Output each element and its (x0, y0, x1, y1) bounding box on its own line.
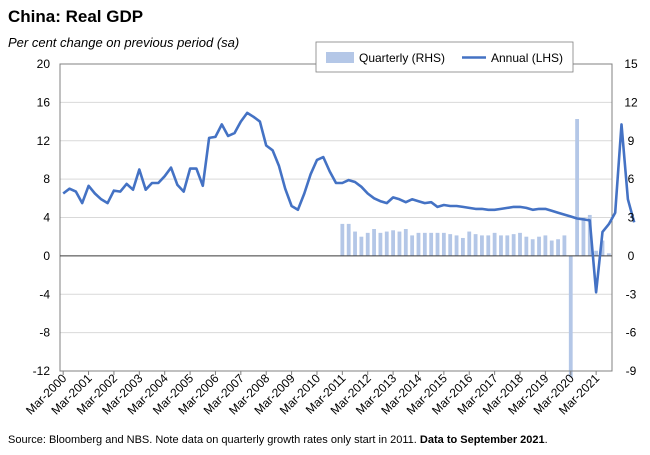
quarterly-bar (429, 232, 434, 256)
right-tick-label: -6 (626, 326, 637, 340)
legend-quarterly-label: Quarterly (RHS) (359, 51, 445, 65)
legend-quarterly-swatch (326, 52, 354, 63)
quarterly-bar (486, 235, 491, 256)
quarterly-bar (416, 232, 421, 256)
quarterly-bar (543, 235, 548, 256)
quarterly-bar (568, 255, 573, 378)
left-tick-label: 4 (43, 211, 50, 225)
quarterly-bar (403, 229, 408, 256)
left-tick-label: 12 (37, 134, 51, 148)
quarterly-bar (435, 232, 440, 256)
quarterly-bar (384, 231, 389, 256)
quarterly-bar (340, 223, 345, 256)
quarterly-bar (372, 229, 376, 256)
quarterly-bar (600, 240, 605, 256)
quarterly-bar (454, 235, 459, 256)
right-tick-label: 3 (628, 211, 635, 225)
quarterly-bar (575, 119, 580, 256)
quarterly-bar (518, 232, 522, 256)
right-tick-label: 15 (624, 57, 638, 71)
right-tick-label: 6 (628, 172, 635, 186)
chart-subtitle: Per cent change on previous period (sa) (8, 35, 240, 50)
quarterly-bar (378, 232, 383, 256)
left-tick-label: -12 (33, 364, 51, 378)
legend-annual-label: Annual (LHS) (491, 51, 563, 65)
annual-line (62, 111, 636, 294)
chart-footer: Source: Bloomberg and NBS. Note data on … (8, 434, 548, 446)
quarterly-bar (480, 235, 484, 256)
quarterly-bar (537, 236, 541, 256)
quarterly-bar (365, 232, 370, 256)
left-tick-label: 0 (43, 249, 50, 263)
quarterly-bar (549, 240, 554, 256)
quarterly-bar (492, 232, 497, 256)
quarterly-bar (473, 234, 478, 256)
left-tick-label: -8 (39, 326, 50, 340)
quarterly-bar (594, 250, 599, 256)
left-tick-label: 8 (43, 172, 50, 186)
quarterly-bar (441, 232, 446, 256)
right-tick-label: -3 (626, 287, 637, 301)
quarterly-bar (397, 231, 402, 256)
quarterly-bar (353, 231, 357, 256)
quarterly-bar (524, 236, 529, 256)
quarterly-bar (391, 230, 396, 256)
quarterly-bar (460, 237, 465, 256)
footer-data-date: Data to September 2021 (419, 434, 545, 446)
quarterly-bar (505, 235, 510, 256)
quarterly-bar (562, 235, 567, 256)
quarterly-bar (556, 239, 560, 256)
left-tick-label: -4 (39, 287, 50, 301)
right-tick-label: -9 (626, 364, 637, 378)
right-tick-label: 9 (628, 134, 635, 148)
right-tick-label: 12 (624, 95, 638, 109)
right-tick-label: 0 (628, 249, 635, 263)
quarterly-bar (448, 234, 453, 256)
quarterly-bar (581, 217, 586, 256)
quarterly-bar (499, 235, 503, 256)
quarterly-bar (346, 223, 351, 256)
chart-legend: Quarterly (RHS) Annual (LHS) (315, 41, 574, 73)
footer-end: . (544, 434, 548, 446)
left-tick-label: 16 (37, 95, 51, 109)
quarterly-bar (422, 232, 427, 256)
quarterly-bar (359, 236, 364, 256)
footer-source: Source: Bloomberg and NBS. Note data on … (8, 434, 417, 446)
quarterly-bar (530, 239, 535, 256)
chart-title: China: Real GDP (8, 7, 144, 26)
left-tick-label: 20 (37, 57, 51, 71)
quarterly-bar (587, 214, 592, 256)
quarterly-bar (606, 253, 611, 256)
quarterly-bar (511, 234, 516, 256)
quarterly-bar (410, 235, 415, 256)
quarterly-bar (467, 231, 472, 256)
